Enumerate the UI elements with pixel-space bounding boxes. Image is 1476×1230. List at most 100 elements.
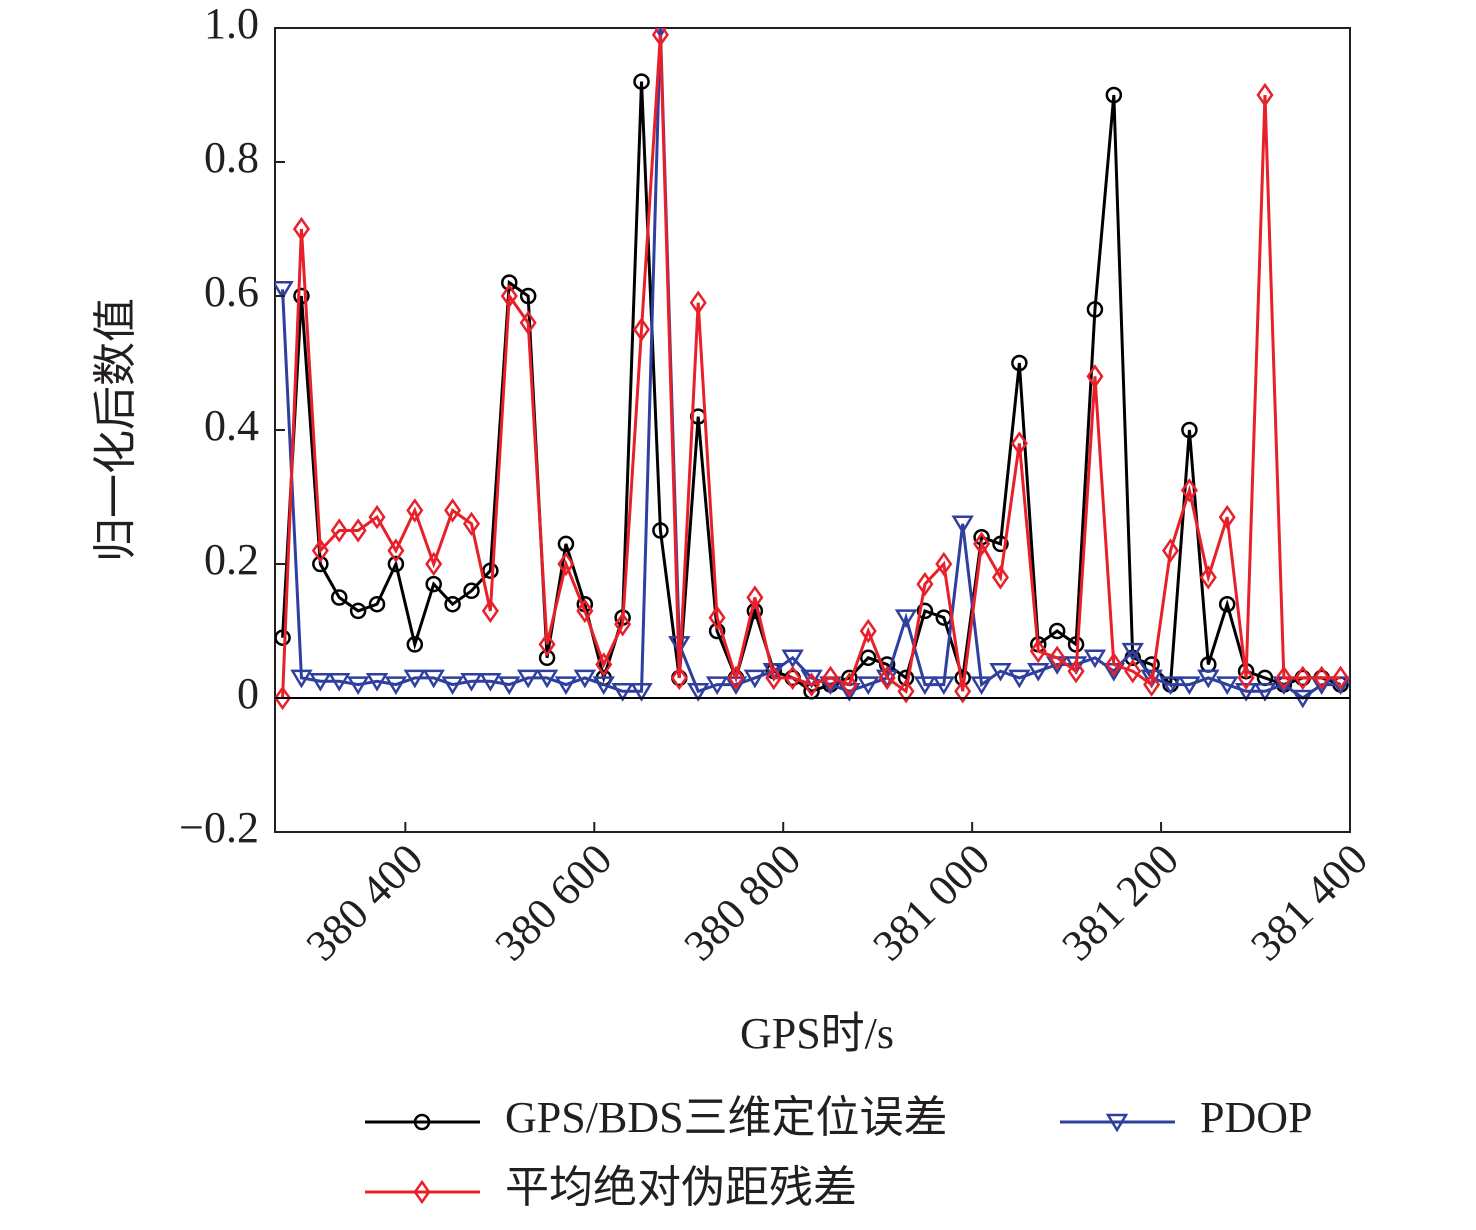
marker — [349, 602, 367, 620]
marker — [727, 665, 745, 691]
y-tick-label: 0.4 — [204, 401, 259, 450]
y-axis-label: 归一化后数值 — [91, 298, 140, 562]
marker — [441, 676, 464, 696]
marker — [346, 676, 370, 696]
marker — [743, 669, 767, 689]
marker — [1140, 669, 1163, 689]
y-tick-label: 0.2 — [204, 535, 259, 584]
marker — [1234, 683, 1258, 702]
marker — [1083, 649, 1107, 669]
marker — [1332, 665, 1350, 691]
marker — [290, 669, 313, 689]
marker — [292, 216, 310, 242]
marker — [1143, 672, 1161, 697]
marker — [1237, 665, 1255, 691]
x-axis-label: GPS时/s — [740, 1009, 894, 1058]
marker — [444, 595, 461, 613]
marker — [746, 585, 764, 610]
marker — [592, 676, 615, 696]
marker — [708, 605, 726, 630]
marker — [501, 274, 518, 291]
marker — [652, 522, 669, 539]
marker — [595, 652, 613, 677]
marker — [821, 665, 839, 691]
marker — [1178, 676, 1201, 696]
marker — [670, 665, 688, 691]
marker — [365, 673, 389, 692]
marker — [557, 535, 575, 553]
marker — [1199, 565, 1217, 590]
marker — [913, 676, 937, 696]
marker — [573, 669, 597, 689]
marker — [1105, 1113, 1129, 1133]
marker — [614, 612, 632, 637]
marker — [482, 562, 499, 579]
marker — [611, 683, 634, 702]
marker — [387, 555, 405, 573]
marker — [689, 290, 707, 315]
marker — [973, 531, 991, 557]
marker — [554, 676, 578, 696]
marker — [460, 673, 483, 692]
marker — [916, 602, 934, 620]
marker — [538, 649, 556, 667]
marker — [463, 582, 480, 600]
marker — [1008, 669, 1031, 689]
marker — [462, 511, 481, 536]
marker — [897, 679, 915, 704]
marker — [1105, 86, 1123, 104]
marker — [384, 676, 408, 696]
marker — [654, 28, 667, 39]
x-tick-label: 381 400 — [1241, 834, 1377, 970]
marker — [1159, 676, 1182, 696]
marker — [1086, 364, 1104, 389]
marker — [293, 287, 310, 305]
marker — [1218, 595, 1236, 613]
marker — [425, 575, 442, 593]
marker — [803, 672, 821, 697]
marker — [275, 281, 294, 300]
marker — [878, 665, 896, 691]
marker — [1086, 301, 1104, 318]
marker — [330, 589, 348, 606]
marker — [516, 669, 540, 689]
marker — [875, 669, 899, 689]
marker — [1215, 676, 1239, 696]
marker — [859, 649, 877, 667]
marker — [535, 669, 559, 689]
marker — [1048, 622, 1066, 640]
marker — [479, 673, 502, 692]
marker — [519, 310, 537, 335]
marker — [1011, 354, 1028, 372]
marker — [632, 317, 651, 342]
x-tick-label: 380 800 — [675, 834, 811, 970]
series-line — [281, 81, 1342, 693]
legend-label: 平均绝对伪距残差 — [505, 1163, 857, 1212]
marker — [1029, 638, 1047, 664]
marker — [422, 669, 445, 689]
series-line — [281, 34, 1341, 699]
marker — [1294, 665, 1312, 691]
x-tick-label: 381 200 — [1052, 834, 1188, 970]
marker — [1275, 665, 1293, 691]
series-line — [281, 28, 1341, 700]
marker — [275, 685, 292, 711]
marker — [425, 551, 443, 577]
marker — [1313, 665, 1331, 691]
marker — [894, 609, 918, 629]
marker — [1105, 652, 1123, 677]
marker — [1121, 642, 1144, 662]
marker — [368, 595, 386, 613]
marker — [765, 665, 783, 691]
marker — [519, 287, 537, 305]
marker — [387, 538, 405, 563]
marker — [633, 73, 650, 90]
series-layer — [275, 28, 1350, 711]
marker — [403, 669, 427, 689]
y-tick-label: 0.6 — [204, 267, 259, 316]
marker — [954, 679, 972, 704]
marker — [330, 518, 348, 543]
marker — [800, 669, 823, 689]
marker — [406, 636, 424, 653]
marker — [859, 618, 877, 644]
